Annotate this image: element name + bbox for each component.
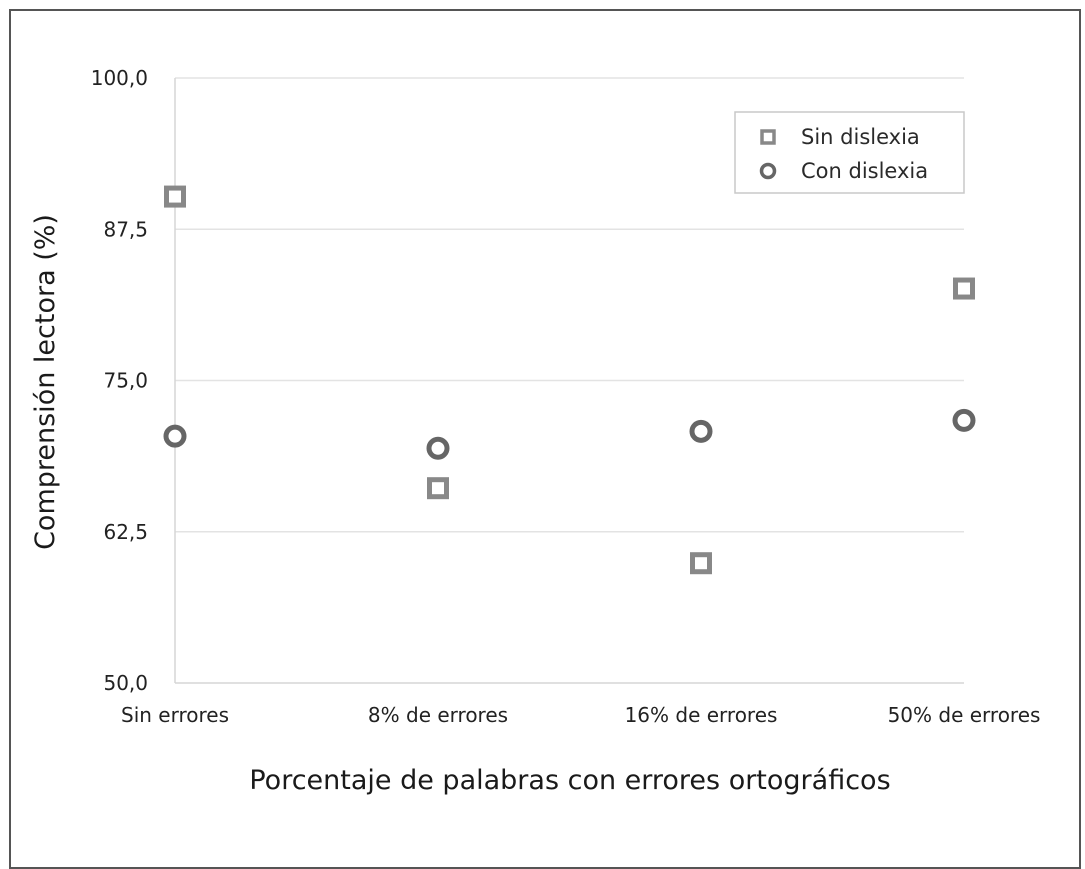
y-tick-label: 75,0 [103, 369, 148, 393]
legend-label: Sin dislexia [801, 125, 920, 149]
y-tick-label: 62,5 [103, 520, 148, 544]
legend-circle-icon [759, 162, 777, 180]
point-sin-dislexia [690, 552, 712, 575]
x-tick-labels: Sin errores 8% de errores 16% de errores 50… [121, 703, 1040, 727]
point-con-dislexia [426, 436, 450, 460]
legend-box [734, 111, 965, 194]
legend: Sin dislexia Con dislexia [734, 111, 965, 194]
legend-square-icon [760, 129, 776, 145]
grid-lines [175, 77, 964, 533]
x-tick-label: Sin errores [121, 703, 229, 727]
y-tick-labels: 50,0 62,5 75,0 87,5 100,0 [91, 66, 148, 695]
legend-label: Con dislexia [801, 159, 928, 183]
point-sin-dislexia [953, 277, 975, 300]
axes [174, 78, 964, 684]
point-con-dislexia [689, 419, 713, 443]
y-tick-label: 100,0 [91, 66, 148, 90]
x-tick-label: 16% de errores [625, 703, 778, 727]
x-tick-label: 8% de errores [368, 703, 508, 727]
point-con-dislexia [163, 424, 187, 448]
point-sin-dislexia [164, 185, 186, 208]
point-con-dislexia [952, 408, 976, 432]
y-tick-label: 87,5 [103, 217, 148, 241]
x-axis-title: Porcentaje de palabras con errores ortog… [249, 765, 890, 796]
data-points [163, 185, 976, 575]
legend-entries: Sin dislexia Con dislexia [759, 125, 928, 183]
y-axis-title: Comprensión lectora (%) [30, 214, 61, 550]
y-tick-label: 50,0 [103, 671, 148, 695]
point-sin-dislexia [427, 477, 449, 500]
x-tick-label: 50% de errores [888, 703, 1041, 727]
